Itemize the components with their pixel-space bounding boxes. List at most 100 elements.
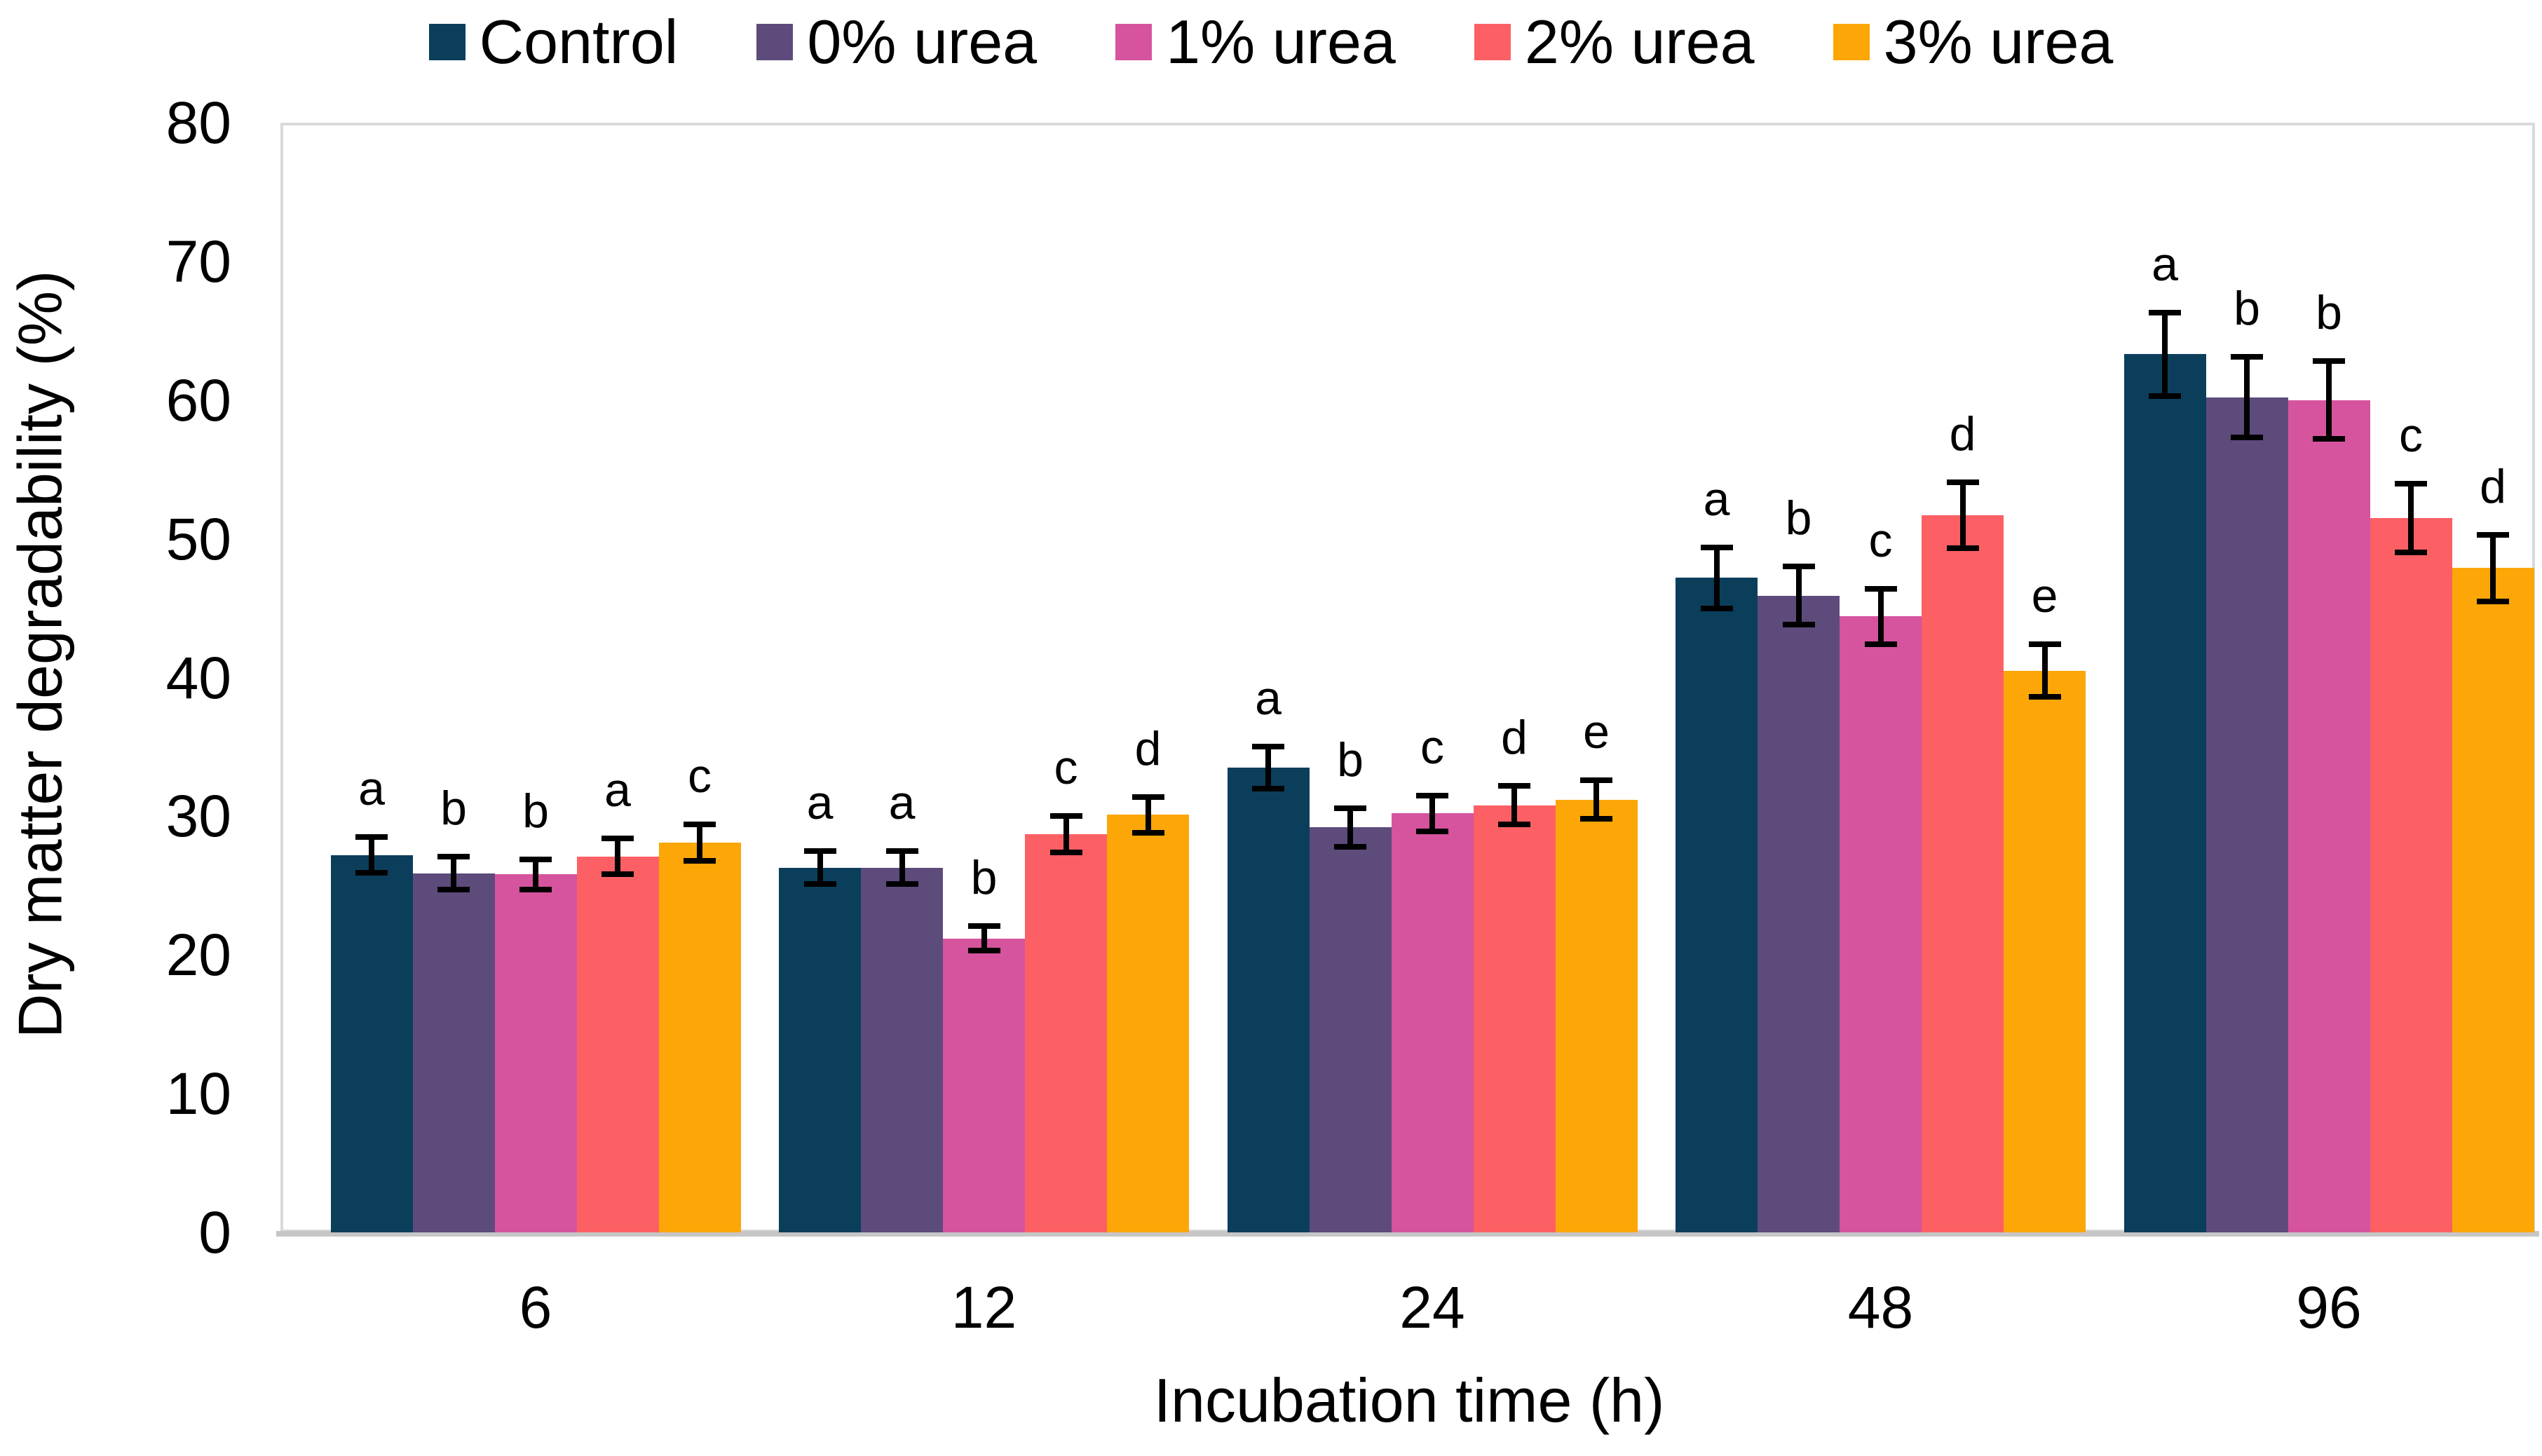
error-bar [2244, 354, 2250, 441]
x-tick-label: 12 [951, 1274, 1017, 1340]
error-bar [369, 834, 374, 876]
error-bar-cap-bottom [2313, 436, 2345, 442]
legend-item-control: Control [428, 11, 678, 73]
legend-item-3-urea: 3% urea [1833, 7, 2114, 76]
bar [1922, 515, 2004, 1232]
bar [412, 873, 495, 1232]
y-axis-title: Dry matter degradability (%) [5, 270, 75, 1039]
significance-letter: b [1785, 491, 1812, 545]
bar [779, 867, 861, 1232]
y-tick-label: 40 [165, 644, 231, 711]
legend-item-label: 2% urea [1524, 7, 1755, 76]
legend-item-2-urea: 2% urea [1474, 11, 1755, 73]
error-bar-cap-top [1252, 744, 1284, 750]
significance-letter: b [440, 781, 467, 835]
legend-item-0-urea: 0% urea [756, 11, 1037, 73]
significance-letter: e [2031, 569, 2058, 623]
significance-letter: a [806, 775, 834, 829]
error-bar-cap-top [519, 856, 552, 862]
bar [2370, 517, 2452, 1232]
bar [943, 938, 1025, 1232]
significance-letter: d [1134, 721, 1162, 775]
error-bar-cap-top [1131, 794, 1164, 800]
error-bar-cap-bottom [1782, 622, 1815, 628]
significance-letter: a [1255, 672, 1282, 726]
error-bar [2041, 641, 2048, 700]
error-bar-cap-bottom [1580, 816, 1612, 822]
bar [2004, 670, 2086, 1232]
error-bar [1877, 585, 1884, 647]
bar [658, 842, 741, 1232]
y-tick-label: 20 [165, 922, 231, 988]
error-bar-cap-bottom [2149, 393, 2181, 399]
significance-letter: b [2234, 282, 2260, 336]
error-bar-cap-top [1864, 585, 1897, 592]
bar [1107, 815, 1189, 1232]
error-bar-cap-top [355, 834, 388, 841]
error-bar [1145, 794, 1151, 836]
bar [330, 855, 413, 1232]
error-bar-cap-bottom [2231, 435, 2263, 441]
legend-swatch-icon [756, 24, 794, 60]
error-bar-cap-top [1580, 777, 1612, 783]
error-bar [817, 848, 823, 887]
error-bar-cap-top [2149, 310, 2181, 316]
y-tick-label: 50 [165, 505, 231, 572]
error-bar-cap-top [1416, 792, 1448, 798]
x-axis-title: Incubation time (h) [1153, 1366, 1665, 1435]
y-tick-label: 80 [165, 90, 231, 156]
error-bar [1265, 744, 1271, 791]
y-tick-label: 60 [165, 367, 231, 433]
error-bar-cap-bottom [684, 857, 716, 864]
significance-letter: e [1583, 705, 1610, 758]
significance-letter: b [970, 850, 998, 904]
significance-letter: d [1949, 407, 1976, 461]
error-bar-cap-top [2231, 354, 2263, 360]
significance-letter: a [1703, 472, 1730, 526]
significance-letter: d [1501, 710, 1528, 764]
error-bar-cap-bottom [519, 887, 552, 893]
bar [2288, 400, 2370, 1232]
legend-item-1-urea: 1% urea [1115, 11, 1396, 73]
significance-letter: c [1054, 741, 1078, 795]
error-bar [2408, 480, 2414, 556]
error-bar [1429, 792, 1435, 835]
error-bar [899, 848, 905, 887]
significance-letter: d [2480, 459, 2506, 513]
significance-letter: c [1868, 513, 1893, 567]
bar [1676, 578, 1758, 1232]
x-tick-label: 6 [519, 1274, 552, 1340]
y-tick-label: 10 [165, 1061, 231, 1127]
legend-item-label: 1% urea [1166, 7, 1396, 76]
error-bar-cap-bottom [1334, 843, 1366, 850]
x-tick-label: 24 [1399, 1274, 1465, 1340]
error-bar-cap-top [1498, 782, 1530, 789]
error-bar-cap-bottom [2477, 598, 2509, 604]
significance-letter: a [358, 762, 385, 816]
error-bar-cap-bottom [1252, 785, 1284, 791]
error-bar-cap-bottom [1416, 829, 1448, 835]
bar [861, 867, 943, 1232]
error-bar-cap-bottom [967, 948, 1000, 954]
x-axis-line [276, 1231, 2539, 1237]
bar [2123, 354, 2206, 1232]
error-bar-cap-bottom [437, 887, 470, 893]
error-bar-cap-top [1782, 564, 1815, 570]
error-bar [1063, 813, 1069, 855]
error-bar [1593, 777, 1599, 822]
error-bar [2490, 531, 2496, 604]
error-bar [1347, 805, 1353, 850]
bar [1473, 805, 1556, 1232]
error-bar-cap-bottom [1864, 641, 1897, 647]
error-bar-cap-bottom [1131, 830, 1164, 836]
error-bar-cap-top [803, 848, 836, 854]
error-bar [1511, 782, 1517, 828]
error-bar-cap-bottom [2395, 550, 2427, 556]
legend-item-label: 3% urea [1883, 7, 2114, 76]
error-bar-cap-bottom [355, 870, 388, 876]
error-bar-cap-top [437, 853, 470, 859]
bar [1555, 799, 1638, 1232]
significance-letter: a [604, 763, 631, 817]
error-bar-cap-top [1946, 479, 1979, 485]
